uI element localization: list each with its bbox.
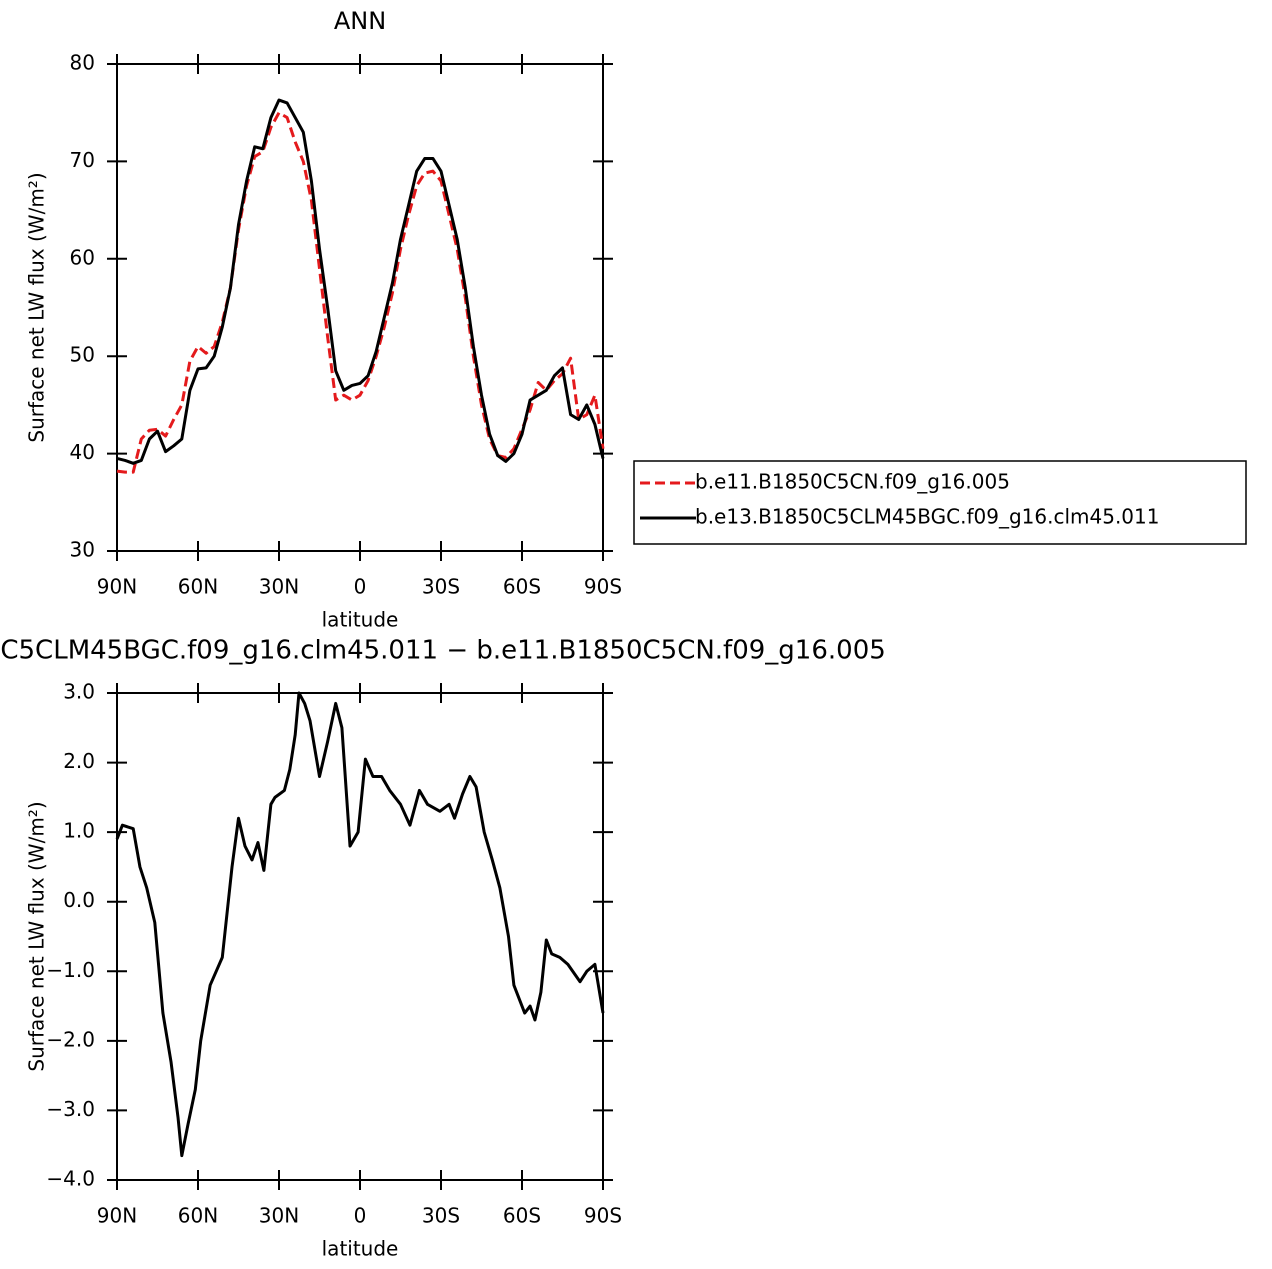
- x-tick-label: 90S: [584, 1204, 622, 1228]
- chart-title: b.e13.B1850C5CLM45BGC.f09_g16.clm45.011 …: [0, 636, 886, 666]
- y-tick-label: 1.0: [63, 819, 95, 843]
- y-tick-label: −1.0: [46, 958, 95, 982]
- y-tick-label: 70: [70, 148, 95, 172]
- x-tick-label: 30S: [422, 575, 460, 599]
- plot-frame: [116, 63, 604, 552]
- x-axis-label: latitude: [322, 1237, 399, 1261]
- legend-label: b.e11.B1850C5CN.f09_g16.005: [695, 470, 1010, 494]
- y-tick-label: 80: [70, 51, 95, 75]
- y-axis-label: Surface net LW flux (W/m²): [25, 801, 49, 1071]
- y-tick-label: −4.0: [46, 1167, 95, 1191]
- x-tick-label: 60S: [503, 1204, 541, 1228]
- legend-label: b.e13.B1850C5CLM45BGC.f09_g16.clm45.011: [695, 505, 1159, 529]
- x-tick-label: 0: [354, 1204, 367, 1228]
- y-tick-label: 2.0: [63, 749, 95, 773]
- y-tick-label: −2.0: [46, 1027, 95, 1051]
- x-tick-label: 60N: [178, 1204, 218, 1228]
- y-tick-label: 40: [70, 440, 95, 464]
- x-tick-label: 30S: [422, 1204, 460, 1228]
- x-tick-label: 30N: [259, 1204, 299, 1228]
- x-tick-label: 90N: [97, 1204, 137, 1228]
- data-line: [115, 691, 605, 1158]
- data-line: [116, 111, 605, 474]
- y-tick-label: 50: [70, 343, 95, 367]
- y-tick-label: 3.0: [63, 680, 95, 704]
- plot-frame: [116, 692, 604, 1181]
- x-tick-label: 30N: [259, 575, 299, 599]
- chart-title: ANN: [334, 7, 386, 35]
- data-line: [116, 98, 605, 465]
- x-axis-label: latitude: [322, 608, 399, 632]
- x-tick-label: 60N: [178, 575, 218, 599]
- x-tick-label: 90S: [584, 575, 622, 599]
- x-tick-label: 0: [354, 575, 367, 599]
- y-tick-label: 60: [70, 245, 95, 269]
- y-tick-label: 30: [70, 538, 95, 562]
- x-tick-label: 60S: [503, 575, 541, 599]
- y-axis-label: Surface net LW flux (W/m²): [25, 172, 49, 442]
- x-tick-label: 90N: [97, 575, 137, 599]
- legend-box: [633, 460, 1247, 545]
- y-tick-label: 0.0: [63, 888, 95, 912]
- y-tick-label: −3.0: [46, 1097, 95, 1121]
